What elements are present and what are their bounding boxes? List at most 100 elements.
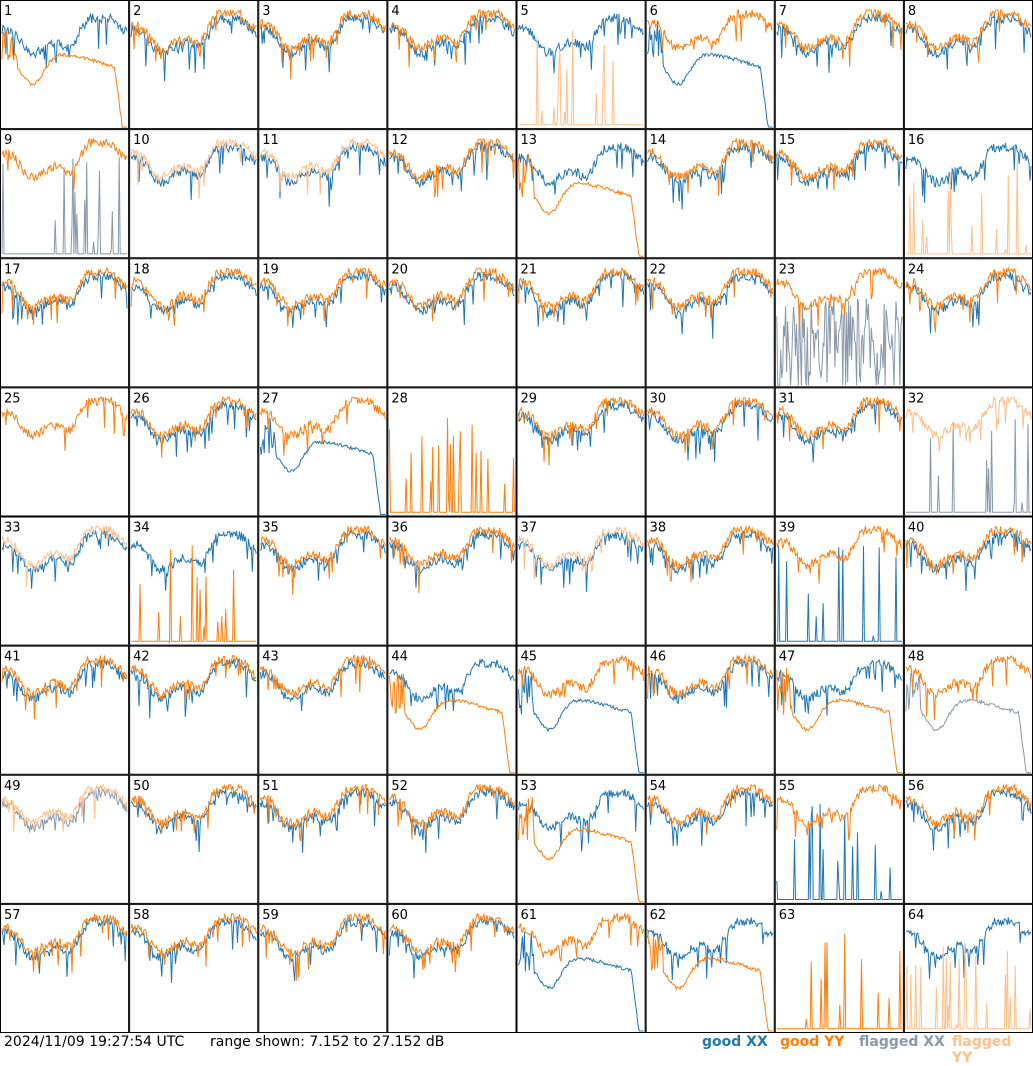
panel-frame xyxy=(129,516,259,646)
series-yy-line xyxy=(776,396,903,450)
panel-frame xyxy=(516,645,646,775)
panel-19: 19 xyxy=(258,258,388,388)
panel-label: 27 xyxy=(262,391,279,406)
panel-45: 45 xyxy=(516,645,646,775)
panel-55: 55 xyxy=(774,774,904,904)
panel-3: 3 xyxy=(258,0,388,130)
panel-49: 49 xyxy=(0,774,130,904)
panel-53: 53 xyxy=(516,774,646,904)
panel-label: 46 xyxy=(650,650,667,665)
series-yy-line xyxy=(388,138,515,198)
panel-label: 34 xyxy=(133,521,150,536)
panel-2: 2 xyxy=(129,0,259,130)
panel-62: 62 xyxy=(645,903,775,1033)
panel-label: 59 xyxy=(262,908,279,923)
series-yy-line xyxy=(905,655,1032,721)
panel-label: 51 xyxy=(262,779,279,794)
panel-54: 54 xyxy=(645,774,775,904)
panel-label: 30 xyxy=(650,391,667,406)
panel-frame xyxy=(258,516,388,646)
panel-41: 41 xyxy=(0,645,130,775)
panel-20: 20 xyxy=(387,258,517,388)
panel-label: 56 xyxy=(908,779,925,794)
panel-label: 16 xyxy=(908,133,925,148)
series-yy-line xyxy=(518,654,645,700)
panel-12: 12 xyxy=(387,129,517,259)
panel-label: 5 xyxy=(521,4,529,19)
panel-frame xyxy=(516,387,646,517)
panel-label: 55 xyxy=(779,779,796,794)
series-yy-line xyxy=(905,395,1032,452)
series-yy-line xyxy=(905,525,1032,575)
panel-frame xyxy=(258,258,388,388)
panel-frame xyxy=(129,645,259,775)
series-yy-line xyxy=(130,267,257,326)
series-yy-line xyxy=(259,266,386,327)
panel-64: 64 xyxy=(903,903,1033,1033)
panel-label: 42 xyxy=(133,650,150,665)
panel-15: 15 xyxy=(774,129,904,259)
series-xx-line xyxy=(518,788,645,852)
panel-51: 51 xyxy=(258,774,388,904)
panel-58: 58 xyxy=(129,903,259,1033)
panel-frame xyxy=(387,903,517,1033)
panel-frame xyxy=(387,645,517,775)
series-yy-line xyxy=(1,913,128,973)
series-yy-line xyxy=(647,267,774,319)
series-xx-line xyxy=(776,141,903,190)
series-xx-line xyxy=(130,272,257,319)
series-yy-line xyxy=(518,154,644,257)
series-xx-line xyxy=(905,672,1031,774)
panel-17: 17 xyxy=(0,258,130,388)
panel-label: 26 xyxy=(133,391,150,406)
panel-label: 9 xyxy=(4,133,12,148)
series-yy-line xyxy=(518,526,645,580)
panel-16: 16 xyxy=(903,129,1033,259)
series-yy-line xyxy=(1,784,128,833)
panel-label: 17 xyxy=(4,262,21,277)
panel-61: 61 xyxy=(516,903,646,1033)
series-xx-line xyxy=(647,788,774,847)
panel-8: 8 xyxy=(903,0,1033,130)
series-yy-line xyxy=(518,911,645,962)
panel-frame xyxy=(258,129,388,259)
panel-35: 35 xyxy=(258,516,388,646)
panel-frame xyxy=(387,0,517,130)
timestamp: 2024/11/09 19:27:54 UTC xyxy=(4,1034,185,1050)
panel-label: 32 xyxy=(908,391,925,406)
series-xx-line xyxy=(518,13,644,74)
panel-frame xyxy=(387,774,517,904)
series-xx-line xyxy=(259,270,386,328)
series-yy-line xyxy=(518,266,645,321)
series-yy-line xyxy=(647,397,774,453)
series-yy-line xyxy=(130,396,257,458)
panel-frame xyxy=(0,258,130,388)
panel-frame xyxy=(516,903,646,1033)
panel-label: 21 xyxy=(521,262,538,277)
series-yy-line xyxy=(905,266,1032,333)
panel-label: 31 xyxy=(779,391,796,406)
panel-frame xyxy=(258,903,388,1033)
series-xx-line xyxy=(518,931,644,1032)
series-yy-line xyxy=(259,912,386,981)
series-yy-line xyxy=(388,267,515,322)
panel-38: 38 xyxy=(645,516,775,646)
series-yy-line xyxy=(1,30,128,128)
panel-label: 39 xyxy=(779,521,796,536)
series-xx-line xyxy=(776,803,902,900)
panel-frame xyxy=(774,387,904,517)
panel-56: 56 xyxy=(903,774,1033,904)
series-xx-line xyxy=(130,141,257,201)
series-yy-line xyxy=(776,667,902,774)
panel-label: 25 xyxy=(4,391,21,406)
panel-frame xyxy=(645,516,775,646)
series-yy-line xyxy=(905,8,1032,63)
series-yy-line xyxy=(259,655,386,699)
panel-label: 23 xyxy=(779,262,796,277)
panel-frame xyxy=(258,387,388,517)
panel-31: 31 xyxy=(774,387,904,517)
panel-13: 13 xyxy=(516,129,646,259)
series-xx-line xyxy=(776,658,903,716)
legend-flagged-yy: flagged YY xyxy=(952,1034,1012,1066)
